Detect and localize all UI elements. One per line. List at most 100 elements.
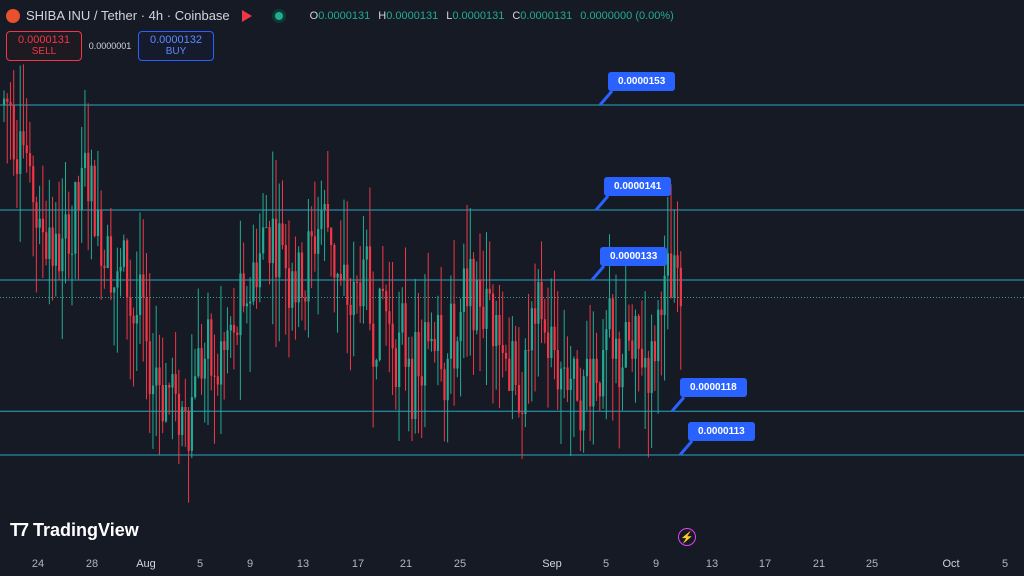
- callout-pointer: [590, 265, 606, 281]
- candle-body: [35, 202, 38, 228]
- candle-body: [252, 262, 255, 302]
- lightning-icon[interactable]: ⚡: [678, 528, 696, 546]
- candle-body: [64, 214, 67, 239]
- candle-body: [74, 182, 77, 254]
- candle-body: [381, 288, 385, 291]
- callout-pointer: [598, 90, 614, 106]
- candle-body: [242, 273, 245, 307]
- candle-body: [151, 385, 155, 395]
- candle-body: [236, 332, 239, 336]
- buy-price: 0.0000132: [150, 34, 202, 46]
- candle-body: [25, 145, 28, 154]
- x-tick-label: 5: [196, 558, 204, 570]
- candle-body: [168, 385, 171, 388]
- candle-body: [352, 281, 355, 315]
- candle-body: [164, 385, 168, 422]
- candle-body: [430, 338, 433, 342]
- ohlc-low: L0.0000131: [446, 9, 505, 22]
- candle-body: [456, 341, 459, 369]
- candle-body: [219, 341, 223, 385]
- brand-name: TradingView: [33, 520, 139, 540]
- candle-body: [517, 385, 521, 413]
- candle-body: [135, 315, 138, 324]
- candle-body: [158, 367, 161, 385]
- level-callout[interactable]: 0.0000153: [608, 72, 676, 91]
- sell-button[interactable]: 0.0000131 SELL: [6, 31, 82, 61]
- candle-body: [355, 281, 359, 283]
- candle-body: [618, 338, 621, 388]
- x-tick-label: 13: [296, 558, 310, 570]
- candle-body: [262, 227, 265, 254]
- candle-body: [365, 246, 368, 260]
- level-callout[interactable]: 0.0000113: [688, 422, 755, 441]
- level-callout[interactable]: 0.0000118: [680, 378, 747, 398]
- candle-body: [657, 309, 660, 362]
- buy-label: BUY: [165, 46, 187, 57]
- x-tick-label: 25: [865, 558, 879, 570]
- candle-body: [404, 303, 407, 367]
- candle-body: [126, 240, 129, 298]
- market-status-icon[interactable]: [271, 8, 286, 23]
- candle-body: [194, 376, 197, 398]
- candle-body: [524, 350, 527, 415]
- ohlc-change: 0.0000000 (0.00%): [580, 9, 674, 22]
- symbol-name: SHIBA INU: [26, 8, 91, 23]
- sell-price: 0.0000131: [18, 34, 70, 46]
- tradingview-logo[interactable]: T7 TradingView: [10, 520, 139, 541]
- x-tick-label: 24: [31, 558, 45, 570]
- candle-body: [313, 236, 317, 254]
- candle-body: [368, 246, 372, 324]
- candle-body: [232, 324, 236, 333]
- candle-body: [388, 311, 391, 324]
- x-tick-label: 28: [85, 558, 99, 570]
- candle-body: [391, 323, 394, 349]
- candle-body: [508, 358, 511, 391]
- candle-body: [145, 297, 148, 342]
- candle-body: [559, 368, 563, 390]
- candle-body: [436, 315, 440, 351]
- level-callout[interactable]: 0.0000141: [604, 177, 672, 196]
- candle-body: [514, 341, 517, 385]
- candle-body: [501, 345, 504, 353]
- candle-body: [385, 290, 388, 312]
- candle-body: [611, 298, 614, 359]
- dot-sep-2: ·: [166, 8, 172, 23]
- candle-body: [268, 227, 271, 264]
- candle-body: [155, 367, 158, 386]
- candle-body: [660, 309, 663, 315]
- callout-pointer: [678, 440, 694, 456]
- candle-body: [372, 323, 375, 367]
- candle-body: [333, 245, 336, 278]
- candle-body: [585, 358, 589, 377]
- candle-body: [129, 297, 132, 316]
- candle-body: [634, 315, 637, 359]
- flag-icon[interactable]: [241, 9, 252, 22]
- candle-body: [624, 322, 627, 368]
- candle-body: [90, 165, 93, 202]
- symbol-title[interactable]: SHIBA INU / Tether · 4h · Coinbase: [26, 8, 230, 23]
- candle-body: [278, 223, 281, 278]
- candle-body: [265, 227, 268, 229]
- candle-body: [608, 298, 611, 330]
- x-tick-label: 17: [351, 558, 365, 570]
- candle-body: [93, 165, 96, 236]
- buy-button[interactable]: 0.0000132 BUY: [138, 31, 214, 61]
- candle-body: [58, 233, 61, 272]
- candle-body: [61, 238, 64, 272]
- candle-body: [453, 303, 456, 369]
- candle-body: [326, 204, 330, 228]
- candle-body: [255, 262, 258, 288]
- candle-body: [22, 131, 25, 146]
- candle-body: [543, 319, 546, 333]
- candle-body: [485, 288, 488, 329]
- level-callout[interactable]: 0.0000133: [600, 247, 668, 266]
- candle-body: [579, 400, 582, 431]
- x-tick-label: 9: [246, 558, 254, 570]
- candle-body: [673, 255, 676, 298]
- shiba-coin-icon: [6, 8, 20, 23]
- price-chart[interactable]: [0, 0, 1024, 552]
- candle-body: [469, 258, 472, 307]
- candle-body: [45, 232, 48, 259]
- time-axis[interactable]: 24 28 Aug 5 9 13 17 21 25 Sep 5 9 13 17 21 25 Oct 5: [0, 552, 1024, 576]
- candle-body: [207, 319, 210, 359]
